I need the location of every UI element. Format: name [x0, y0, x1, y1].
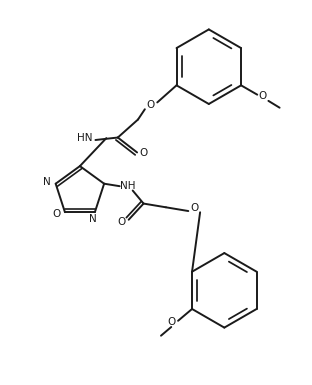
Text: HN: HN	[77, 132, 92, 142]
Text: N: N	[89, 214, 96, 224]
Text: O: O	[146, 100, 154, 110]
Text: N: N	[43, 177, 51, 187]
Text: NH: NH	[120, 181, 136, 191]
Text: O: O	[190, 203, 199, 213]
Text: O: O	[259, 91, 267, 101]
Text: O: O	[140, 148, 148, 158]
Text: O: O	[52, 209, 60, 219]
Text: O: O	[167, 317, 175, 327]
Text: O: O	[118, 217, 126, 227]
